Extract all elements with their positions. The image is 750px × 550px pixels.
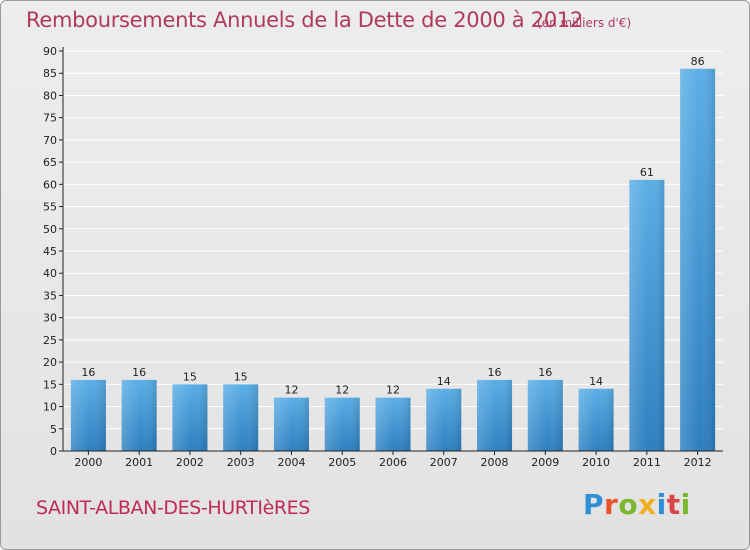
bar-value-label: 86 (691, 55, 705, 68)
x-tick-label: 2011 (633, 456, 661, 469)
bar-shade (223, 384, 259, 451)
y-tick-label: 50 (43, 223, 57, 236)
y-tick-label: 70 (43, 134, 57, 147)
y-tick-label: 55 (43, 201, 57, 214)
bar-value-label: 16 (132, 366, 146, 379)
x-tick-label: 2012 (684, 456, 712, 469)
x-tick-label: 2000 (74, 456, 102, 469)
bar-shade (680, 68, 716, 452)
bar-shade (477, 379, 513, 451)
chart-title: Remboursements Annuels de la Dette de 20… (26, 8, 583, 32)
logo-letter: P (583, 488, 605, 521)
x-tick-label: 2010 (582, 456, 610, 469)
y-tick-label: 85 (43, 67, 57, 80)
y-tick-label: 45 (43, 245, 57, 258)
bar-value-label: 16 (81, 366, 95, 379)
chart-subtitle: (en milliers d'€) (537, 16, 632, 30)
y-tick-label: 75 (43, 112, 57, 125)
bar-shade (375, 397, 411, 451)
y-tick-label: 65 (43, 156, 57, 169)
x-tick-label: 2006 (379, 456, 407, 469)
bar-value-label: 12 (284, 384, 298, 397)
bar-shade (324, 397, 360, 451)
bar-value-label: 12 (335, 384, 349, 397)
logo-letter: r (604, 488, 619, 521)
commune-name: SAINT-ALBAN-DES-HURTIèRES (36, 497, 310, 519)
x-tick-label: 2009 (531, 456, 559, 469)
y-tick-label: 25 (43, 334, 57, 347)
bar-value-label: 15 (234, 370, 248, 383)
logo-letter: o (618, 488, 639, 521)
bar-shade (273, 397, 309, 451)
y-tick-label: 60 (43, 178, 57, 191)
y-tick-label: 80 (43, 89, 57, 102)
bar-value-label: 15 (183, 370, 197, 383)
y-tick-label: 15 (43, 378, 57, 391)
bar-shade (121, 379, 157, 451)
bar-shade (629, 179, 665, 451)
x-tick-label: 2002 (176, 456, 204, 469)
y-tick-label: 90 (43, 45, 57, 58)
y-tick-label: 5 (50, 423, 57, 436)
bar-value-label: 12 (386, 384, 400, 397)
x-tick-label: 2007 (430, 456, 458, 469)
bar-value-label: 14 (437, 375, 451, 388)
bar-shade (578, 388, 614, 451)
y-tick-label: 40 (43, 267, 57, 280)
x-tick-label: 2008 (481, 456, 509, 469)
y-tick-label: 10 (43, 401, 57, 414)
x-tick-label: 2004 (277, 456, 305, 469)
bar-value-label: 16 (538, 366, 552, 379)
bar-shade (527, 379, 563, 451)
bar-shade (70, 379, 106, 451)
x-tick-label: 2003 (227, 456, 255, 469)
x-tick-label: 2001 (125, 456, 153, 469)
logo-letter: i (656, 488, 667, 521)
logo-letter: t (666, 488, 681, 521)
bar-shade (426, 388, 462, 451)
bar-shade (172, 384, 208, 451)
y-tick-label: 35 (43, 289, 57, 302)
bar-value-label: 14 (589, 375, 603, 388)
bar-value-label: 16 (488, 366, 502, 379)
x-tick-label: 2005 (328, 456, 356, 469)
y-tick-label: 0 (50, 445, 57, 458)
proxiti-logo: Proxiti (583, 488, 691, 521)
bar-value-label: 61 (640, 166, 654, 179)
y-tick-label: 20 (43, 356, 57, 369)
logo-letter: i (680, 488, 691, 521)
logo-letter: x (638, 488, 657, 521)
y-tick-label: 30 (43, 312, 57, 325)
